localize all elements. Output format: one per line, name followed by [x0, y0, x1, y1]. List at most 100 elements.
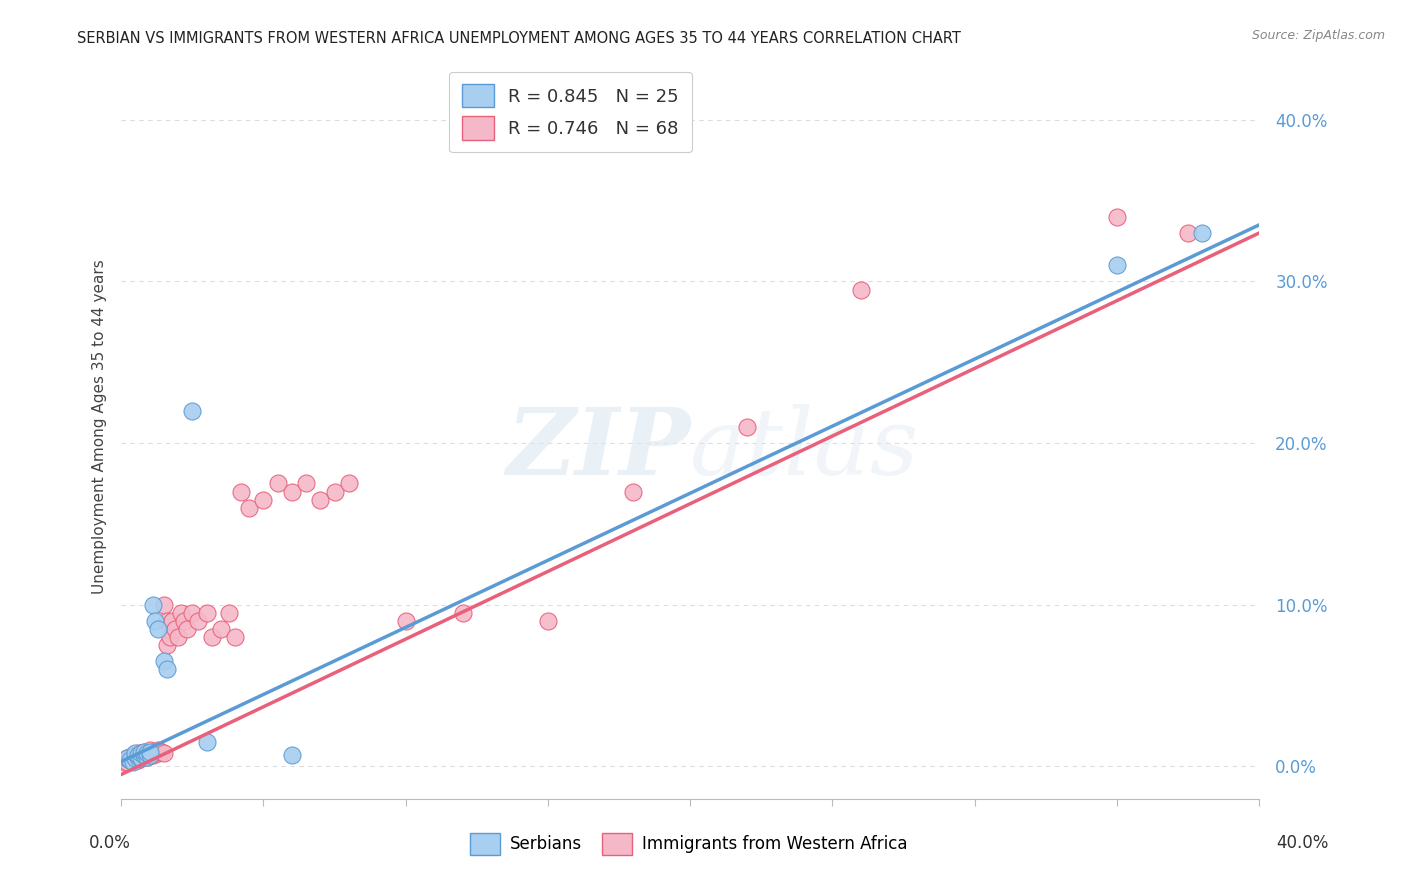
Point	[209, 622, 232, 636]
Point	[132, 747, 155, 762]
Point	[129, 747, 152, 761]
Point	[127, 753, 149, 767]
Point	[124, 747, 146, 762]
Point	[124, 753, 146, 767]
Point	[323, 484, 346, 499]
Point	[451, 606, 474, 620]
Point	[129, 751, 152, 765]
Point	[135, 747, 157, 761]
Legend: Serbians, Immigrants from Western Africa: Serbians, Immigrants from Western Africa	[464, 827, 914, 862]
Point	[127, 747, 149, 761]
Point	[252, 492, 274, 507]
Point	[127, 747, 149, 762]
Point	[735, 420, 758, 434]
Point	[143, 747, 166, 761]
Point	[395, 614, 418, 628]
Point	[135, 749, 157, 764]
Point	[148, 747, 170, 761]
Point	[138, 747, 160, 762]
Point	[849, 283, 872, 297]
Point	[156, 614, 179, 628]
Point	[129, 747, 152, 761]
Point	[165, 622, 187, 636]
Point	[127, 749, 149, 764]
Text: SERBIAN VS IMMIGRANTS FROM WESTERN AFRICA UNEMPLOYMENT AMONG AGES 35 TO 44 YEARS: SERBIAN VS IMMIGRANTS FROM WESTERN AFRIC…	[77, 31, 962, 46]
Point	[537, 614, 560, 628]
Point	[281, 747, 304, 762]
Point	[150, 745, 173, 759]
Text: 40.0%: 40.0%	[1277, 834, 1329, 852]
Point	[121, 749, 143, 764]
Text: atlas: atlas	[690, 404, 920, 494]
Point	[195, 606, 218, 620]
Legend: R = 0.845   N = 25, R = 0.746   N = 68: R = 0.845 N = 25, R = 0.746 N = 68	[449, 71, 692, 153]
Point	[187, 614, 209, 628]
Point	[162, 614, 184, 628]
Point	[621, 484, 644, 499]
Point	[138, 747, 160, 761]
Point	[115, 751, 138, 765]
Point	[156, 638, 179, 652]
Point	[118, 749, 141, 764]
Point	[159, 630, 181, 644]
Point	[132, 745, 155, 759]
Point	[1105, 258, 1128, 272]
Point	[112, 755, 135, 769]
Point	[156, 662, 179, 676]
Point	[181, 606, 204, 620]
Y-axis label: Unemployment Among Ages 35 to 44 years: Unemployment Among Ages 35 to 44 years	[93, 260, 107, 594]
Text: ZIP: ZIP	[506, 404, 690, 494]
Point	[224, 630, 246, 644]
Text: Source: ZipAtlas.com: Source: ZipAtlas.com	[1251, 29, 1385, 42]
Point	[218, 606, 240, 620]
Point	[153, 747, 176, 761]
Point	[124, 747, 146, 761]
Point	[173, 614, 195, 628]
Point	[229, 484, 252, 499]
Point	[148, 622, 170, 636]
Point	[129, 749, 152, 764]
Point	[153, 654, 176, 668]
Point	[267, 476, 290, 491]
Point	[118, 751, 141, 765]
Point	[148, 743, 170, 757]
Point	[132, 745, 155, 759]
Point	[167, 630, 190, 644]
Point	[181, 403, 204, 417]
Point	[141, 745, 163, 759]
Point	[153, 598, 176, 612]
Point	[124, 749, 146, 764]
Point	[127, 749, 149, 764]
Point	[138, 745, 160, 759]
Point	[135, 749, 157, 764]
Point	[132, 747, 155, 762]
Point	[281, 484, 304, 499]
Point	[138, 747, 160, 762]
Point	[132, 749, 155, 764]
Point	[295, 476, 318, 491]
Point	[121, 753, 143, 767]
Point	[141, 747, 163, 762]
Point	[238, 500, 260, 515]
Point	[170, 606, 193, 620]
Point	[135, 747, 157, 761]
Point	[141, 598, 163, 612]
Point	[121, 747, 143, 762]
Point	[337, 476, 360, 491]
Point	[201, 630, 224, 644]
Point	[129, 751, 152, 765]
Point	[121, 755, 143, 769]
Point	[124, 751, 146, 765]
Point	[138, 743, 160, 757]
Point	[118, 753, 141, 767]
Point	[1191, 226, 1213, 240]
Point	[118, 753, 141, 767]
Point	[143, 614, 166, 628]
Point	[115, 755, 138, 769]
Point	[309, 492, 332, 507]
Point	[176, 622, 198, 636]
Point	[1177, 226, 1199, 240]
Point	[115, 751, 138, 765]
Text: 0.0%: 0.0%	[89, 834, 131, 852]
Point	[124, 751, 146, 765]
